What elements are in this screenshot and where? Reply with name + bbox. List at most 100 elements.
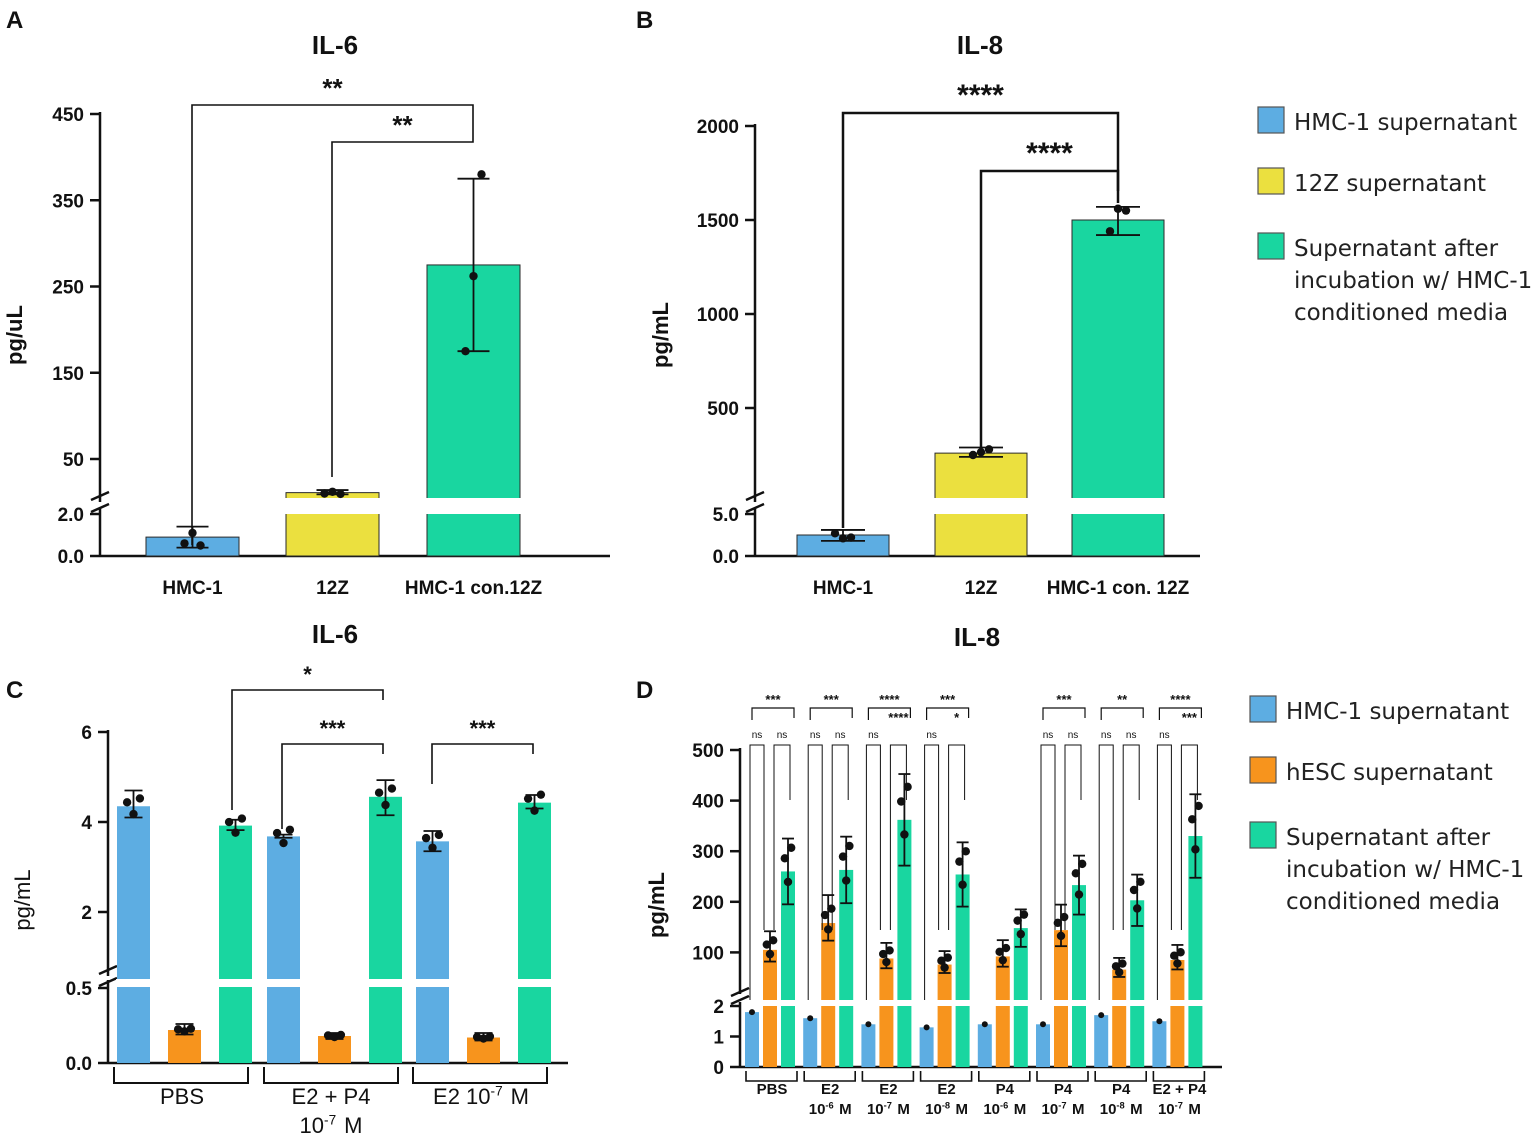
x-group-label: 10-6 M xyxy=(983,1100,1026,1118)
significance-label: *** xyxy=(1056,692,1072,707)
significance-bracket xyxy=(831,744,849,930)
data-point xyxy=(374,788,384,797)
bar xyxy=(1054,930,1068,1067)
bar-break-gap xyxy=(415,979,450,987)
significance-label: *** xyxy=(1182,710,1198,725)
chart-title: IL-8 xyxy=(954,622,1000,652)
x-group-label: 10-7 M xyxy=(1042,1100,1085,1118)
bar-break-gap xyxy=(1129,1000,1146,1006)
y-tick-label: 150 xyxy=(52,364,84,385)
significance-bracket xyxy=(231,689,384,810)
significance-bracket xyxy=(979,169,1120,451)
data-point xyxy=(842,876,851,885)
data-point xyxy=(186,1024,196,1033)
y-tick-label: 400 xyxy=(692,792,724,813)
significance-label: *** xyxy=(940,692,956,707)
data-point xyxy=(865,1021,872,1028)
group-bracket xyxy=(1094,1071,1147,1082)
significance-bracket xyxy=(331,119,474,477)
data-point xyxy=(461,346,470,356)
significance-label: * xyxy=(954,710,960,725)
data-point xyxy=(827,904,836,913)
chart-title: IL-6 xyxy=(312,619,358,649)
x-tick-label: HMC-1 con.12Z xyxy=(405,578,543,599)
bar-break-gap xyxy=(116,979,151,987)
data-point xyxy=(328,487,337,496)
bar-break-gap xyxy=(1169,1000,1186,1006)
bar xyxy=(803,1018,818,1067)
data-point xyxy=(434,830,444,840)
data-point xyxy=(330,1032,339,1042)
panel-label-C: C xyxy=(6,677,23,704)
data-point xyxy=(237,814,247,823)
data-point xyxy=(320,489,329,498)
data-point xyxy=(180,539,189,548)
data-point xyxy=(1176,948,1185,957)
legend-label: 12Z supernatant xyxy=(1294,171,1486,197)
significance-bracket xyxy=(1042,707,1086,720)
data-point xyxy=(1129,885,1139,895)
significance-label: ns xyxy=(1101,730,1112,741)
data-point xyxy=(180,1027,189,1036)
y-tick-label: 0 xyxy=(713,1058,724,1079)
bar xyxy=(745,1012,759,1067)
x-group-label: 10-8 M xyxy=(925,1100,968,1118)
data-point xyxy=(1074,890,1084,899)
data-point xyxy=(1013,916,1022,925)
x-group-label: E2 + P4 xyxy=(1153,1081,1207,1098)
data-point xyxy=(279,838,288,848)
legend-label: Supernatant after xyxy=(1294,236,1499,262)
significance-label: **** xyxy=(957,79,1004,112)
bar-break-gap xyxy=(934,498,1028,514)
y-tick-label: 2 xyxy=(81,903,92,924)
panel-label-A: A xyxy=(6,7,23,34)
significance-bracket xyxy=(948,744,966,930)
data-point xyxy=(1133,904,1142,913)
bar xyxy=(977,1024,992,1067)
data-point xyxy=(885,946,894,955)
x-tick-label: HMC-1 xyxy=(813,578,874,599)
legend-label: Supernatant after xyxy=(1286,825,1491,851)
data-point xyxy=(122,798,132,807)
significance-bracket xyxy=(926,707,970,720)
data-point xyxy=(381,800,390,810)
legend-swatch xyxy=(1249,821,1277,849)
y-tick-label: 500 xyxy=(707,399,739,420)
x-group-label: P4 xyxy=(1054,1081,1073,1098)
x-group-label: P4 xyxy=(1112,1081,1131,1098)
y-tick-label: 200 xyxy=(692,893,724,914)
legend-label: hESC supernatant xyxy=(1286,760,1493,786)
bar xyxy=(1094,1015,1109,1067)
data-point xyxy=(387,784,397,793)
bar xyxy=(1130,900,1145,1067)
bar xyxy=(369,796,402,1063)
legend-label: incubation w/ HMC-1 xyxy=(1286,857,1524,883)
y-tick-label: 500 xyxy=(692,741,724,762)
data-point xyxy=(224,817,234,827)
x-group-label: 10-7 M xyxy=(867,1100,910,1118)
group-bracket xyxy=(803,1071,856,1082)
data-point xyxy=(1191,845,1200,854)
y-tick-label: 50 xyxy=(63,450,84,471)
bar xyxy=(416,841,449,1063)
legend-label: conditioned media xyxy=(1294,300,1508,326)
significance-label: **** xyxy=(888,710,909,725)
y-tick-label: 100 xyxy=(692,943,724,964)
data-point xyxy=(469,271,478,281)
data-point xyxy=(1194,801,1203,811)
panel-label-B: B xyxy=(636,7,653,34)
significance-label: **** xyxy=(879,692,900,707)
data-point xyxy=(530,806,539,815)
legend-bottom: HMC-1 supernatant hESC supernatant Superna… xyxy=(1249,695,1524,915)
axis-break-mark xyxy=(745,502,765,514)
significance-label: *** xyxy=(320,716,346,741)
significance-label: ** xyxy=(322,73,343,103)
bar-break-gap xyxy=(1053,1000,1069,1006)
data-point xyxy=(961,847,970,856)
data-point xyxy=(984,445,994,454)
axis-break-mark xyxy=(90,502,110,514)
x-group-label: E2 10-7 M xyxy=(433,1084,529,1109)
y-axis-label: pg/mL xyxy=(644,872,669,938)
axis-break-mark xyxy=(90,490,110,502)
